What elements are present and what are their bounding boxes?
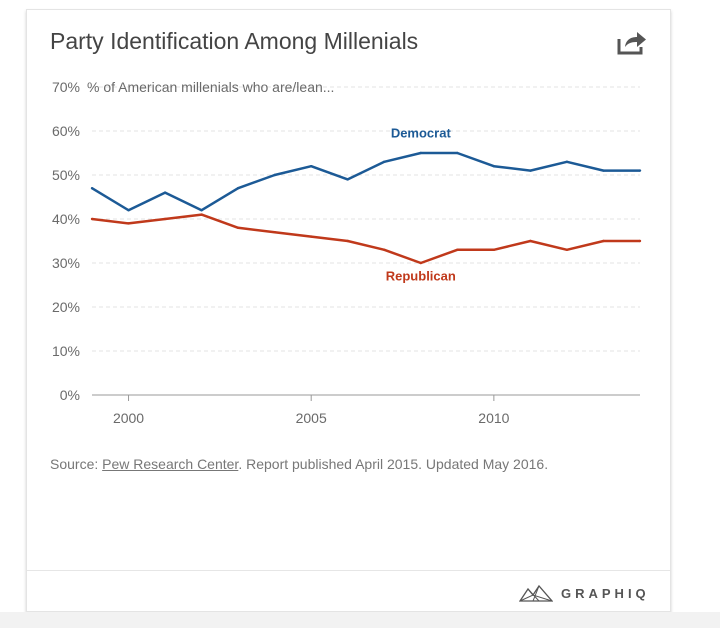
data-point-republican xyxy=(310,235,313,238)
data-point-republican xyxy=(456,248,459,251)
y-tick-label: 30% xyxy=(52,255,80,271)
data-point-republican xyxy=(529,239,532,243)
data-point-democrat xyxy=(419,151,422,155)
data-point-democrat xyxy=(90,187,94,190)
data-point-republican xyxy=(200,213,203,216)
y-tick-label: 10% xyxy=(52,343,80,359)
data-point-republican xyxy=(419,261,422,265)
y-tick-label: 50% xyxy=(52,167,80,183)
data-point-republican xyxy=(638,239,642,243)
data-point-democrat xyxy=(127,209,130,212)
data-point-democrat xyxy=(163,191,167,194)
data-point-republican xyxy=(163,217,167,221)
y-axis-label: % of American millenials who are/lean... xyxy=(87,79,334,95)
data-point-democrat xyxy=(638,169,642,172)
y-tick-label: 60% xyxy=(52,123,80,139)
data-point-democrat xyxy=(346,178,349,181)
data-point-republican xyxy=(492,248,496,251)
data-point-democrat xyxy=(310,165,313,168)
y-tick-label: 20% xyxy=(52,299,80,315)
footer-divider xyxy=(27,570,670,571)
brand[interactable]: GRAPHIQ xyxy=(519,582,650,604)
y-tick-label: 70% xyxy=(52,79,80,95)
data-point-democrat xyxy=(602,169,605,172)
source-prefix: Source: xyxy=(50,456,103,472)
data-point-democrat xyxy=(456,151,459,155)
data-point-democrat xyxy=(529,169,532,172)
y-tick-label: 40% xyxy=(52,211,80,227)
source-note: Source: Pew Research Center. Report publ… xyxy=(50,456,548,472)
data-point-republican xyxy=(273,231,276,234)
data-point-democrat xyxy=(236,187,240,190)
data-point-democrat xyxy=(565,160,569,163)
graphiq-logo-icon xyxy=(519,584,553,602)
share-icon[interactable] xyxy=(617,30,647,56)
x-tick-label: 2000 xyxy=(113,410,144,426)
page-bottom-strip xyxy=(0,612,720,628)
source-link[interactable]: Pew Research Center xyxy=(102,456,239,472)
x-tick-label: 2005 xyxy=(296,410,327,426)
chart-card: Party Identification Among Millenials 0%… xyxy=(26,9,671,612)
chart-title: Party Identification Among Millenials xyxy=(50,28,419,54)
brand-name: GRAPHIQ xyxy=(561,585,650,601)
series-label-republican: Republican xyxy=(386,269,456,284)
data-point-republican xyxy=(236,226,240,229)
data-point-democrat xyxy=(383,160,386,163)
line-chart: 0% 10% 20% 30% 40% 50% 60% 70% % of American mil… xyxy=(52,79,642,426)
data-point-democrat xyxy=(200,209,203,212)
series-line-democrat xyxy=(91,151,640,212)
series-label-democrat: Democrat xyxy=(391,126,452,141)
x-tick-label: 2010 xyxy=(478,410,509,426)
data-point-republican xyxy=(383,248,386,251)
source-suffix: . Report published April 2015. Updated M… xyxy=(238,456,549,472)
data-point-republican xyxy=(565,248,569,251)
data-point-republican xyxy=(346,239,349,243)
data-point-democrat xyxy=(492,165,496,168)
series-line-republican xyxy=(91,213,640,265)
data-point-republican xyxy=(127,222,130,225)
data-point-republican xyxy=(602,239,605,243)
data-point-democrat xyxy=(273,173,276,177)
y-tick-label: 0% xyxy=(60,387,80,403)
data-point-republican xyxy=(90,217,94,221)
